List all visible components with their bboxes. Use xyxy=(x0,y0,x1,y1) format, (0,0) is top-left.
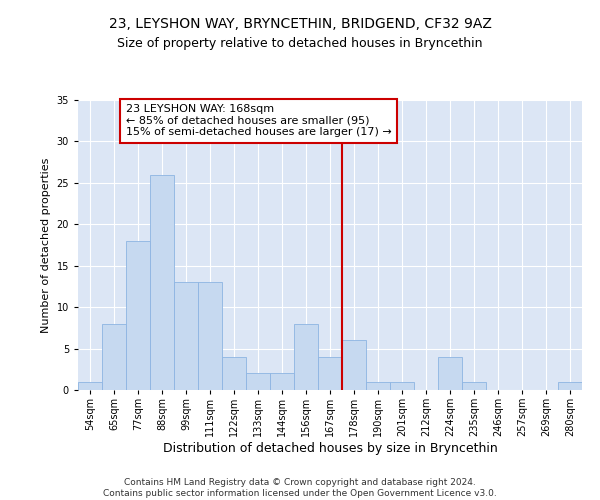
Bar xyxy=(270,374,294,390)
Bar xyxy=(222,357,246,390)
Bar xyxy=(318,357,342,390)
Bar xyxy=(246,374,270,390)
Text: 23, LEYSHON WAY, BRYNCETHIN, BRIDGEND, CF32 9AZ: 23, LEYSHON WAY, BRYNCETHIN, BRIDGEND, C… xyxy=(109,18,491,32)
Text: 23 LEYSHON WAY: 168sqm
← 85% of detached houses are smaller (95)
15% of semi-det: 23 LEYSHON WAY: 168sqm ← 85% of detached… xyxy=(126,104,392,138)
Bar xyxy=(294,324,318,390)
Text: Contains HM Land Registry data © Crown copyright and database right 2024.
Contai: Contains HM Land Registry data © Crown c… xyxy=(103,478,497,498)
Bar xyxy=(438,357,462,390)
Bar xyxy=(102,324,126,390)
Bar xyxy=(366,382,390,390)
Text: Size of property relative to detached houses in Bryncethin: Size of property relative to detached ho… xyxy=(117,38,483,51)
Bar xyxy=(150,174,174,390)
Bar xyxy=(78,382,102,390)
Bar xyxy=(390,382,414,390)
Bar xyxy=(462,382,486,390)
Bar xyxy=(198,282,222,390)
X-axis label: Distribution of detached houses by size in Bryncethin: Distribution of detached houses by size … xyxy=(163,442,497,455)
Y-axis label: Number of detached properties: Number of detached properties xyxy=(41,158,51,332)
Bar xyxy=(174,282,198,390)
Bar xyxy=(558,382,582,390)
Bar xyxy=(342,340,366,390)
Bar xyxy=(126,241,150,390)
